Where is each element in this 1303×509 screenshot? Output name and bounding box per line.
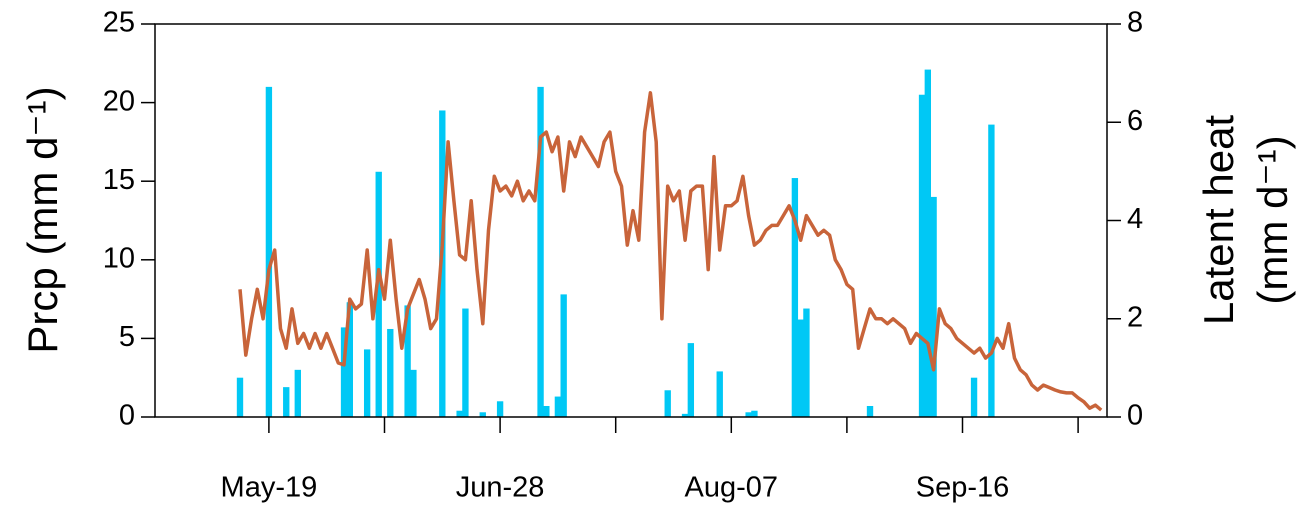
x-tick-label: Jun-28 xyxy=(456,472,545,504)
y-tick-label: 10 xyxy=(103,242,135,274)
line xyxy=(238,91,1103,412)
bar xyxy=(716,371,723,417)
x-tick-label: May-19 xyxy=(221,472,318,504)
y2-tick-label: 8 xyxy=(1127,7,1143,39)
y-tick-label: 20 xyxy=(103,85,135,117)
bar xyxy=(866,405,874,417)
bar xyxy=(496,401,504,417)
x-tick-label: Sep-16 xyxy=(916,472,1010,504)
bar xyxy=(363,349,371,417)
y-tick-label: 0 xyxy=(119,400,135,432)
y-tick-label: 5 xyxy=(119,321,135,353)
bar xyxy=(236,377,244,417)
bar xyxy=(681,413,689,417)
bar xyxy=(930,196,937,417)
y2-tick-label: 4 xyxy=(1127,203,1143,235)
bar xyxy=(410,369,417,417)
bar xyxy=(687,343,695,417)
y2-tick-label: 6 xyxy=(1127,105,1143,137)
bar xyxy=(265,86,273,417)
bar xyxy=(560,294,567,417)
y-tick-label: 15 xyxy=(103,164,135,196)
bar xyxy=(479,412,486,417)
bar xyxy=(340,327,348,417)
bar xyxy=(456,410,463,417)
bar xyxy=(751,410,758,417)
bar xyxy=(988,124,995,417)
bar xyxy=(803,308,810,417)
bar xyxy=(970,377,978,417)
bar xyxy=(294,369,301,417)
y2-tick-label: 0 xyxy=(1127,400,1143,432)
bar xyxy=(554,396,562,417)
bar xyxy=(283,387,290,417)
bar xyxy=(537,86,544,417)
bar xyxy=(375,171,382,417)
y-tick-label: 25 xyxy=(103,7,135,39)
bar xyxy=(664,390,671,417)
bar xyxy=(404,305,411,417)
bar xyxy=(387,328,394,417)
bar xyxy=(797,319,804,417)
x-tick-label: Aug-07 xyxy=(685,472,779,504)
bar xyxy=(924,69,931,417)
bar xyxy=(791,178,799,417)
y-axis-label: Prcp (mm d⁻¹) xyxy=(19,86,66,353)
y2-axis-label: (mm d⁻¹) xyxy=(1249,135,1296,304)
bar xyxy=(918,94,926,418)
bar xyxy=(745,412,752,417)
y2-tick-label: 2 xyxy=(1127,301,1143,333)
bar xyxy=(346,302,353,417)
bar xyxy=(543,405,550,417)
y2-axis-label: Latent heat xyxy=(1195,115,1242,326)
bar xyxy=(462,308,469,417)
